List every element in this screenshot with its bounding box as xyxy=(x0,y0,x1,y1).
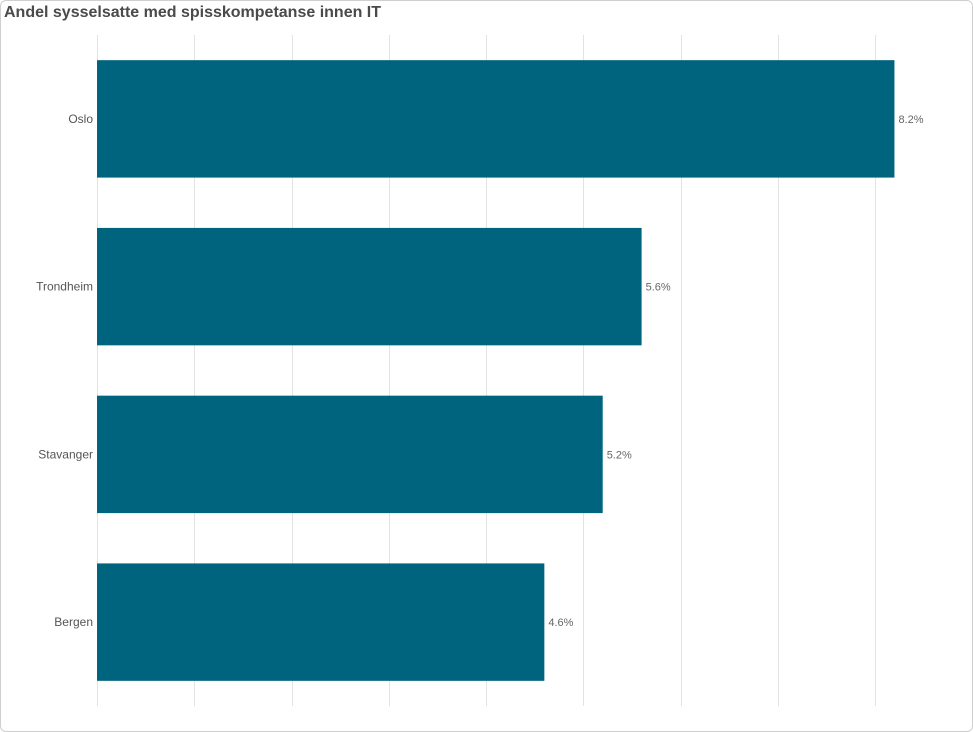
bar xyxy=(97,563,545,681)
data-label: 8.2% xyxy=(898,114,923,126)
category-label: Oslo xyxy=(68,112,93,126)
data-label: 4.6% xyxy=(548,617,573,629)
category-label: Stavanger xyxy=(38,447,93,461)
bar xyxy=(97,60,895,178)
category-label: Trondheim xyxy=(36,280,93,294)
category-label: Bergen xyxy=(54,615,93,629)
data-label: 5.2% xyxy=(607,449,632,461)
data-label: 5.6% xyxy=(646,282,671,294)
chart-title: Andel sysselsatte med spisskompetanse in… xyxy=(4,4,382,21)
bar xyxy=(97,395,603,514)
bar xyxy=(97,227,642,346)
